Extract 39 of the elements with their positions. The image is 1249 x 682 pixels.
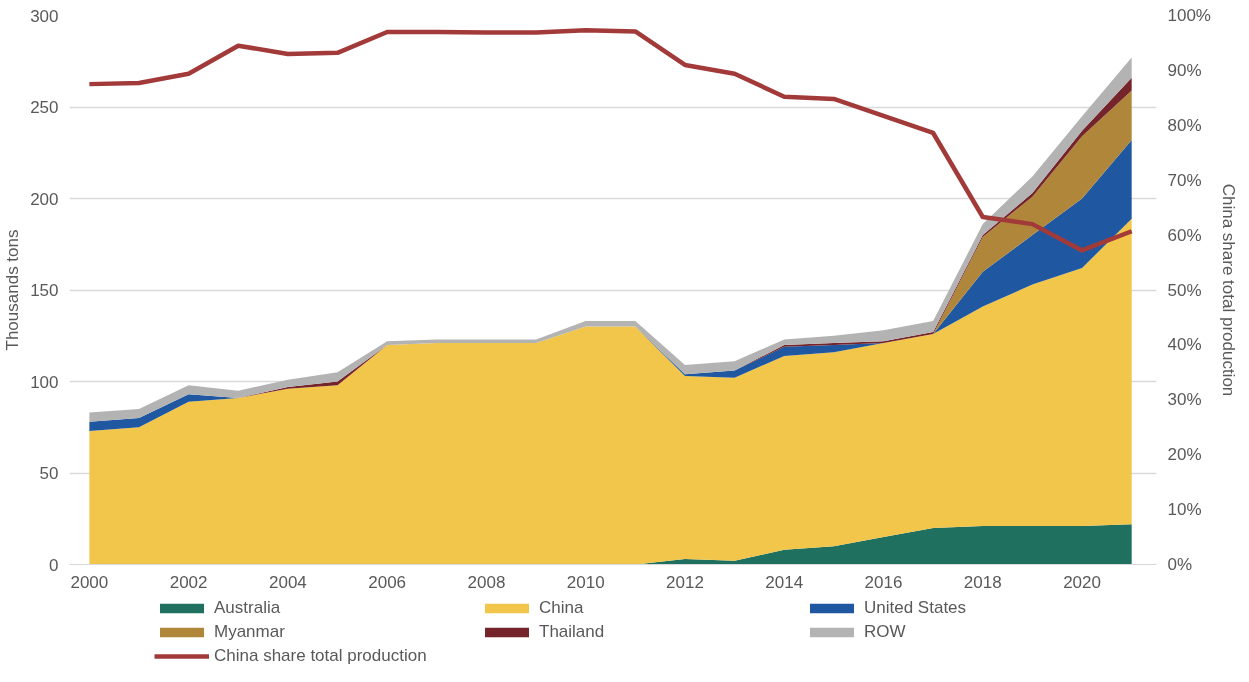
y2-tick-label: 10% [1167,500,1202,520]
x-tick-label: 2008 [467,572,506,592]
x-tick-label: 2012 [666,572,704,592]
legend-label: Thailand [539,622,606,642]
legend-label: China share total production [214,646,428,666]
y-tick-label: 150 [30,281,59,300]
y-tick-label: 100 [30,372,59,392]
x-tick-label: 2006 [368,572,407,592]
y2-tick-label: 60% [1167,225,1202,245]
y2-tick-label: 100% [1167,6,1211,25]
x-tick-label: 2018 [963,572,1002,592]
x-tick-label: 2004 [268,572,307,592]
y-axis-title: Thousands tons [3,229,23,351]
legend-label: Australia [214,598,282,618]
y2-tick-label: 50% [1167,280,1202,300]
y-tick-label: 0 [49,555,59,575]
legend-label: ROW [864,622,907,642]
y2-tick-label: 0% [1167,555,1193,574]
y2-tick-label: 30% [1167,390,1202,410]
y2-tick-label: 90% [1167,60,1202,80]
line-series [87,28,1134,253]
y2-tick-label: 80% [1167,115,1202,135]
x-tick-label: 2010 [566,572,605,592]
y-tick-label: 300 [30,6,59,26]
y2-tick-label: 40% [1167,335,1202,355]
x-tick-label: 2020 [1063,572,1101,592]
y2-axis-title: China share total production [1218,183,1238,397]
y2-tick-label: 20% [1167,445,1202,465]
x-tick-label: 2016 [864,572,903,592]
y-tick-label: 200 [30,189,59,209]
legend-label: China [539,598,585,618]
legend-label: United States [864,598,968,618]
x-tick-label: 2000 [70,572,109,592]
y-tick-label: 50 [39,464,59,483]
legend-label: Myanmar [214,622,286,642]
y2-tick-label: 70% [1167,170,1202,190]
y-tick-label: 250 [30,98,59,117]
x-tick-label: 2014 [765,572,804,592]
x-tick-label: 2002 [169,572,208,592]
